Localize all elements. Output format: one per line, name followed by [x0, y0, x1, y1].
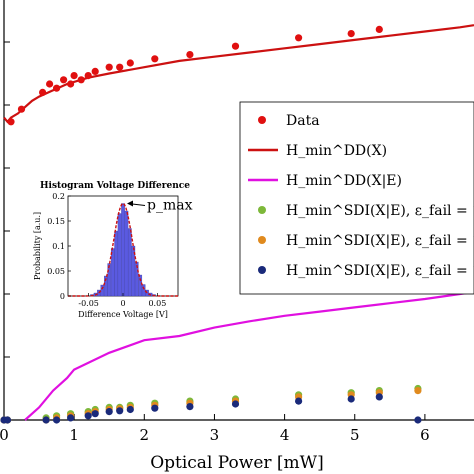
- data-point-sdi40: [53, 416, 61, 424]
- data-point-data: [347, 29, 355, 38]
- histogram-bar: [114, 230, 118, 297]
- data-point-sdi40: [84, 412, 92, 420]
- data-point-sdi40: [231, 400, 240, 408]
- data-point-data: [126, 59, 134, 67]
- histogram-inset: Histogram Voltage Difference -0.05 0 0.05 0 0…: [32, 178, 193, 328]
- data-point-sdi40: [116, 407, 124, 415]
- data-point-sdi40: [186, 403, 194, 411]
- histogram-bar: [138, 274, 143, 297]
- legend-label-dd_x: H_min^DD(X): [286, 143, 387, 159]
- x-tick-label: 5: [350, 426, 360, 444]
- data-point-data: [53, 84, 61, 92]
- x-tick-label: 0: [0, 426, 9, 444]
- histogram-bar: [110, 248, 115, 297]
- data-point-sdi40: [126, 405, 134, 414]
- data-point-data: [375, 25, 383, 33]
- legend-label-sdi20: H_min^SDI(X|E), ε_fail = 10^-20: [286, 233, 474, 249]
- data-point-data: [70, 72, 78, 80]
- inset-title: Histogram Voltage Difference: [40, 181, 190, 191]
- legend-marker-sdi20: [258, 236, 266, 244]
- histogram-fit-line: [68, 202, 178, 297]
- inset-x-tick-label: -0.05: [78, 299, 99, 308]
- legend-box: [239, 101, 474, 295]
- histogram-bar: [121, 203, 125, 297]
- data-point-sdi40: [67, 414, 75, 422]
- legend-label-sdi40: H_min^SDI(X|E), ε_fail = 10^-40: [286, 263, 474, 279]
- histogram-bar: [100, 284, 105, 297]
- inset-y-tick-label: 0: [60, 292, 65, 301]
- histogram-bar: [141, 284, 146, 297]
- data-point-sdi40: [105, 408, 113, 416]
- x-tick-label: 4: [280, 426, 290, 444]
- legend-label-sdi1: H_min^SDI(X|E), ε_fail = 10^-1: [286, 203, 474, 219]
- histogram-bar: [124, 210, 129, 297]
- inset-x-axis-label: Difference Voltage [V]: [78, 310, 168, 319]
- data-point-sdi20: [414, 387, 422, 395]
- data-point-data: [17, 105, 26, 113]
- data-point-data: [77, 76, 85, 84]
- inset-x-tick-label: 0: [120, 299, 125, 308]
- data-point-data: [186, 51, 194, 59]
- inset-x-tick-label: 0.05: [148, 299, 166, 308]
- data-point-data: [151, 55, 159, 63]
- legend-label-data: Data: [286, 113, 320, 129]
- inset-y-axis-label: Probability [a.u.]: [33, 212, 42, 280]
- x-tick-label: 3: [210, 426, 220, 444]
- inset-y-tick-label: 0.15: [47, 217, 65, 226]
- inset-y-tick-label: 0.1: [52, 242, 65, 251]
- data-point-data: [7, 118, 15, 126]
- legend-marker-sdi1: [258, 206, 266, 214]
- main-plot: 0 1 2 3 4 5 6: [0, 0, 474, 444]
- inset-y-tick-label: 0.2: [52, 192, 65, 201]
- inset-y-tick-label: 0.05: [47, 267, 65, 276]
- data-point-data: [116, 63, 124, 71]
- data-point-data: [295, 34, 303, 42]
- data-point-sdi40: [347, 395, 355, 403]
- data-point-data: [46, 80, 54, 88]
- data-point-data: [39, 88, 47, 96]
- x-tick-label: 1: [69, 426, 79, 444]
- x-axis-label: Optical Power [mW]: [150, 453, 324, 473]
- data-point-data: [91, 67, 99, 75]
- x-tick-label: 6: [420, 426, 430, 444]
- pmax-label: p_max: [147, 198, 193, 214]
- data-point-sdi40: [414, 416, 422, 424]
- series-line-dd_xe: [24, 290, 474, 421]
- data-point-data: [105, 63, 113, 71]
- data-point-sdi40: [375, 393, 383, 401]
- legend-marker-sdi40: [258, 266, 266, 274]
- data-point-sdi40: [42, 416, 50, 424]
- data-point-data: [84, 72, 92, 80]
- data-point-data: [60, 76, 68, 84]
- legend: Data H_min^DD(X) H_min^DD(X|E) H_min^SDI(X|…: [239, 101, 474, 295]
- legend-label-dd_xe: H_min^DD(X|E): [286, 173, 402, 189]
- histogram-bar: [145, 289, 149, 297]
- data-point-sdi40: [3, 416, 12, 424]
- data-point-data: [67, 80, 75, 88]
- legend-marker-data: [258, 116, 266, 124]
- histogram-bar: [128, 228, 132, 297]
- data-point-sdi40: [295, 397, 303, 405]
- histogram-bar: [117, 213, 122, 297]
- data-point-sdi40: [151, 404, 159, 412]
- data-point-sdi40: [91, 410, 99, 418]
- pmax-arrow-head: [127, 200, 133, 207]
- data-point-data: [231, 42, 240, 50]
- x-tick-label: 2: [140, 426, 150, 444]
- histogram-bar: [107, 263, 112, 297]
